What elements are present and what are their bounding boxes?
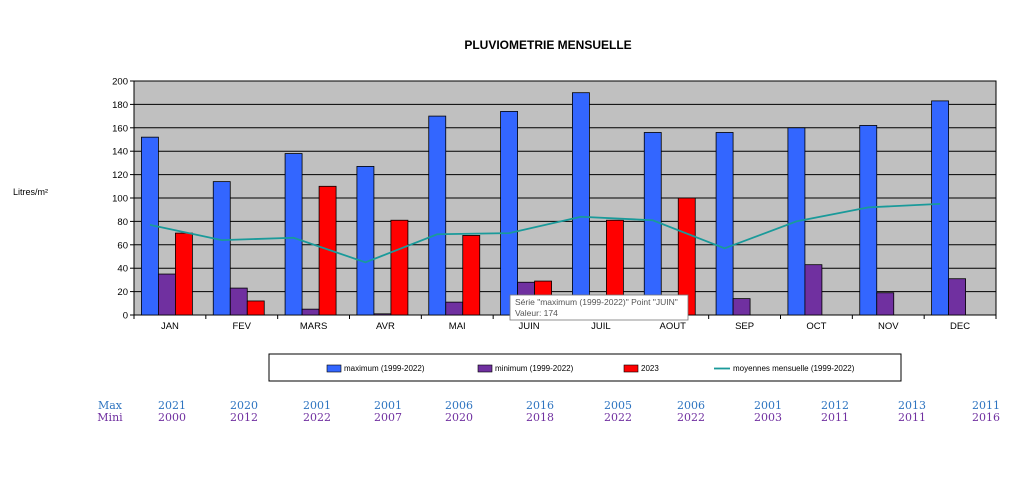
year-min: 2018 xyxy=(526,411,554,424)
tooltip-line2: Valeur: 174 xyxy=(515,308,558,318)
bar xyxy=(445,301,464,316)
year-min: 2022 xyxy=(303,411,331,424)
bar xyxy=(175,232,193,316)
bar xyxy=(931,100,949,316)
x-tick-label: DEC xyxy=(950,321,970,332)
bar xyxy=(572,92,590,316)
legend-swatch xyxy=(326,364,342,373)
bar xyxy=(318,185,337,316)
year-min: 2003 xyxy=(754,411,782,424)
year-max: 2020 xyxy=(230,399,258,412)
legend-label: minimum (1999-2022) xyxy=(495,364,574,373)
bar xyxy=(804,264,823,316)
x-tick-label: JAN xyxy=(161,321,179,332)
y-axis-label: Litres/m² xyxy=(13,187,48,197)
y-tick-label: 20 xyxy=(117,287,128,298)
legend: maximum (1999-2022) minimum (1999-2022) 20… xyxy=(268,353,902,382)
year-max: 2006 xyxy=(445,399,473,412)
bar xyxy=(715,132,734,316)
bar xyxy=(462,235,481,316)
year-min: 2011 xyxy=(898,411,926,424)
y-tick-label: 140 xyxy=(112,147,128,158)
legend-label: moyennes mensuelle (1999-2022) xyxy=(733,364,855,373)
x-tick-label: SEP xyxy=(735,321,754,332)
x-tick-label: AVR xyxy=(376,321,395,332)
bar xyxy=(643,132,662,316)
years-max-label: Max xyxy=(98,399,123,412)
year-max: 2001 xyxy=(303,399,331,412)
bar xyxy=(246,300,265,316)
bar xyxy=(428,115,447,316)
year-min: 2012 xyxy=(230,411,258,424)
x-tick-label: NOV xyxy=(878,321,899,332)
year-max: 2001 xyxy=(374,399,402,412)
bar xyxy=(356,166,375,316)
year-min: 2016 xyxy=(972,411,1000,424)
x-tick-label: JUIN xyxy=(519,321,540,332)
y-tick-label: 0 xyxy=(123,311,128,322)
legend-swatch xyxy=(623,364,639,373)
y-tick-label: 120 xyxy=(112,170,128,181)
bar xyxy=(212,181,231,316)
bar xyxy=(301,308,320,316)
year-max: 2001 xyxy=(754,399,782,412)
year-min: 2020 xyxy=(445,411,473,424)
y-tick-label: 180 xyxy=(112,100,128,111)
year-max: 2011 xyxy=(972,399,1000,412)
bar xyxy=(732,298,751,316)
y-tick-label: 40 xyxy=(117,264,128,275)
tooltip-box xyxy=(509,294,689,321)
year-max: 2005 xyxy=(604,399,632,412)
year-max: 2012 xyxy=(821,399,849,412)
year-max: 2013 xyxy=(898,399,926,412)
legend-swatch xyxy=(477,364,493,373)
bar xyxy=(876,292,895,316)
y-tick-label: 60 xyxy=(117,240,128,251)
x-tick-label: FEV xyxy=(233,321,252,332)
x-tick-label: MAI xyxy=(449,321,466,332)
legend-box xyxy=(268,353,902,382)
tooltip: Série "maximum (1999-2022)" Point "JUIN"… xyxy=(509,294,689,321)
bar xyxy=(373,313,392,316)
year-min: 2007 xyxy=(374,411,402,424)
y-tick-label: 100 xyxy=(112,194,128,205)
plot-area: 0 20 40 60 80 100 120 140 160 180 200 JAN FEV MARS AVR… xyxy=(112,77,997,332)
year-min: 2022 xyxy=(677,411,705,424)
x-tick-label: OCT xyxy=(806,321,826,332)
x-tick-label: AOUT xyxy=(660,321,687,332)
x-tick-label: MARS xyxy=(300,321,327,332)
y-tick-label: 200 xyxy=(112,77,128,88)
year-min: 2022 xyxy=(604,411,632,424)
bar xyxy=(158,273,176,316)
legend-label: 2023 xyxy=(641,364,659,373)
year-max: 2016 xyxy=(526,399,554,412)
year-max: 2021 xyxy=(158,399,186,412)
years-min-label: Mini xyxy=(97,411,123,424)
bar xyxy=(500,111,518,316)
y-tick-label: 160 xyxy=(112,123,128,134)
bar xyxy=(859,125,878,316)
tooltip-line1: Série "maximum (1999-2022)" Point "JUIN" xyxy=(515,297,678,307)
year-min: 2000 xyxy=(158,411,186,424)
series-line xyxy=(149,202,941,264)
x-tick-label: JUIL xyxy=(591,321,611,332)
year-max: 2006 xyxy=(677,399,705,412)
chart-title: PLUVIOMETRIE MENSUELLE xyxy=(464,38,631,52)
bar xyxy=(390,219,409,316)
bar xyxy=(229,287,248,316)
y-tick-label: 80 xyxy=(117,217,128,228)
year-min: 2011 xyxy=(821,411,849,424)
bar xyxy=(284,153,303,316)
legend-label: maximum (1999-2022) xyxy=(344,364,425,373)
bar xyxy=(948,278,966,316)
